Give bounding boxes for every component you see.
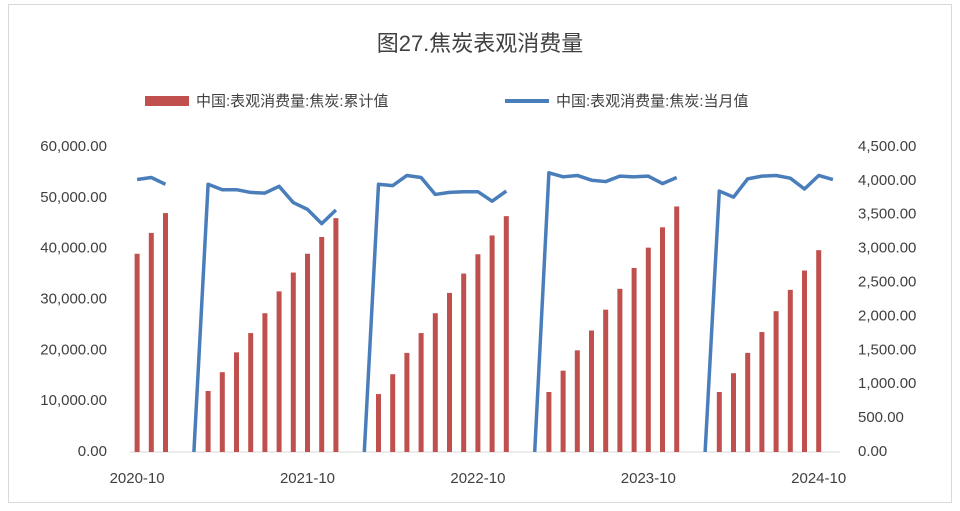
x-tick-label: 2022-10 — [450, 470, 505, 487]
y2-tick-label: 500.00 — [858, 409, 904, 426]
bar — [660, 227, 665, 452]
bar — [319, 236, 325, 452]
bar — [489, 235, 495, 452]
bar — [290, 272, 296, 452]
y2-tick-label: 2,500.00 — [858, 274, 916, 291]
bar — [390, 374, 396, 452]
y2-tick-label: 4,000.00 — [858, 172, 916, 189]
y-tick-label: 50,000.00 — [40, 189, 107, 206]
bar — [560, 370, 566, 452]
bar — [674, 206, 680, 452]
bar — [376, 394, 381, 452]
chart-title: 图27.焦炭表观消费量 — [377, 31, 584, 56]
bar — [787, 289, 793, 452]
bar — [248, 333, 254, 452]
x-tick-label: 2023-10 — [621, 470, 676, 487]
bar — [134, 253, 140, 452]
bar — [475, 254, 481, 452]
y2-tick-label: 0.00 — [858, 443, 887, 460]
bar — [432, 313, 438, 452]
bar — [234, 352, 239, 452]
bar — [759, 332, 765, 452]
bar — [503, 216, 509, 452]
bar — [148, 232, 154, 452]
y2-tick-label: 1,000.00 — [858, 375, 916, 392]
bar — [716, 392, 722, 452]
bar — [205, 391, 211, 452]
y-tick-label: 60,000.00 — [40, 138, 107, 155]
bar — [773, 311, 779, 452]
x-tick-label: 2020-10 — [110, 470, 165, 487]
y-tick-label: 40,000.00 — [40, 240, 107, 257]
bar — [802, 270, 807, 452]
bar — [418, 333, 424, 452]
y-tick-label: 20,000.00 — [40, 341, 107, 358]
y-tick-label: 0.00 — [78, 443, 107, 460]
y-tick-label: 30,000.00 — [40, 290, 107, 307]
bar — [461, 273, 467, 452]
y2-tick-label: 2,000.00 — [858, 307, 916, 324]
legend-label: 中国:表观消费量:焦炭:当月值 — [556, 93, 749, 110]
bar — [631, 267, 637, 452]
bar — [219, 372, 225, 452]
bar — [617, 288, 623, 452]
bar — [262, 313, 268, 452]
bar — [276, 291, 282, 452]
bar — [731, 373, 736, 452]
line — [136, 171, 834, 453]
bar — [333, 218, 339, 452]
y2-tick-label: 3,000.00 — [858, 240, 916, 257]
y2-tick-label: 3,500.00 — [858, 206, 916, 223]
bar — [305, 253, 310, 452]
bar — [603, 309, 609, 452]
legend-label: 中国:表观消费量:焦炭:累计值 — [196, 93, 389, 110]
bar — [645, 247, 651, 452]
y2-tick-label: 4,500.00 — [858, 138, 916, 155]
bar — [447, 292, 452, 452]
bar — [745, 352, 751, 452]
bar — [816, 250, 822, 452]
x-tick-label: 2024-10 — [791, 470, 846, 487]
bar — [546, 392, 552, 452]
y2-tick-label: 1,500.00 — [858, 341, 916, 358]
x-tick-label: 2021-10 — [280, 470, 335, 487]
bar — [404, 352, 410, 452]
legend-swatch — [145, 96, 189, 106]
y-tick-label: 10,000.00 — [40, 392, 107, 409]
bar — [163, 213, 168, 452]
bar — [589, 330, 594, 452]
bar — [574, 350, 580, 452]
